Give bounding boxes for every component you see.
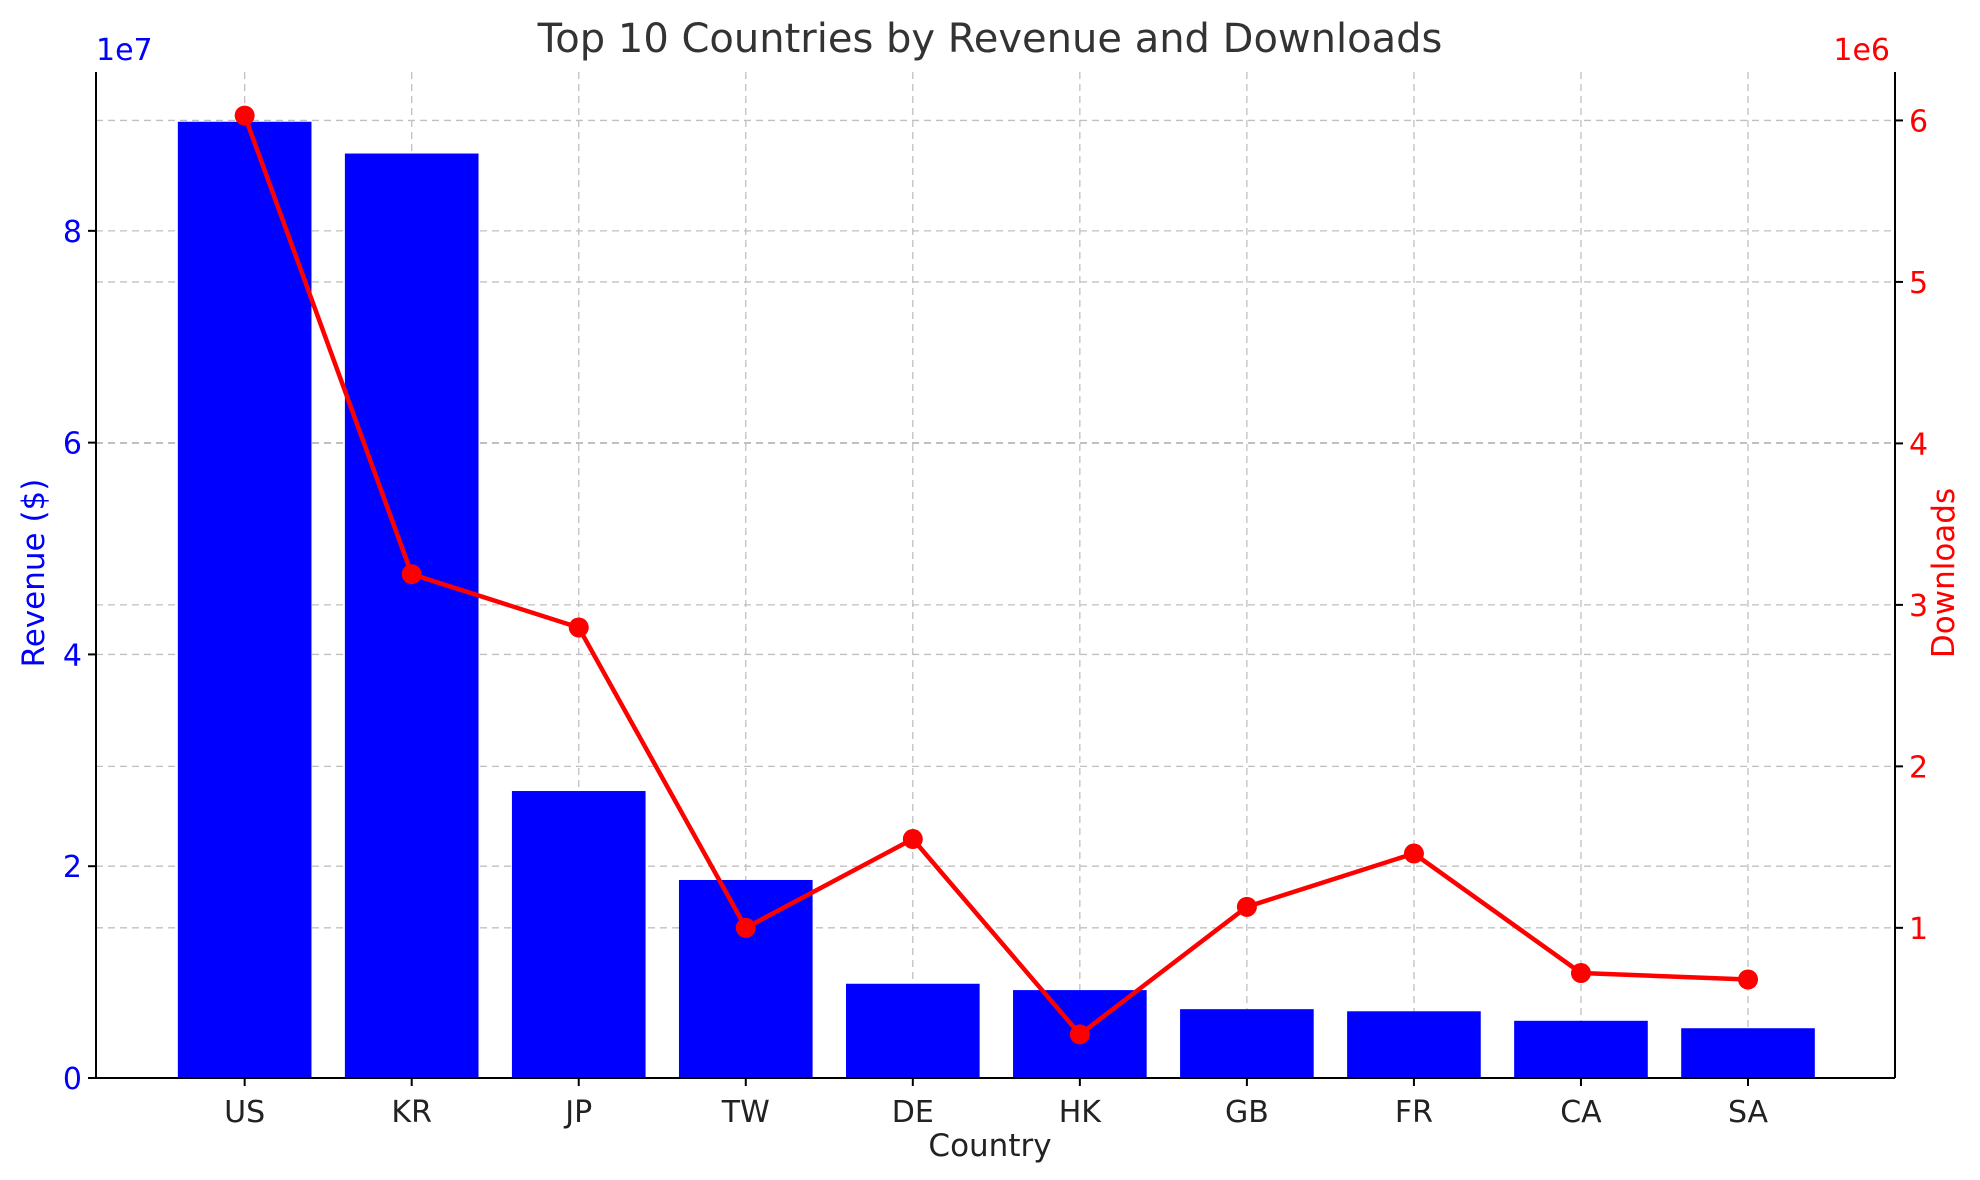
downloads-point-tw xyxy=(735,917,756,938)
x-tick-label-sa: SA xyxy=(1728,1095,1769,1130)
downloads-line xyxy=(242,114,1749,1037)
downloads-point-gb xyxy=(1236,896,1257,917)
right-tick-label: 4 xyxy=(1909,427,1928,462)
tick-labels: US KR JP TW DE HK GB FR CA SA 0 2 4 6 8 1 2 3 4 5 6 xyxy=(63,104,1928,1130)
right-axis-offset-label: 1e6 xyxy=(1833,33,1890,68)
revenue-bar-de xyxy=(846,983,980,1078)
downloads-point-fr xyxy=(1403,843,1424,864)
left-tick-label: 0 xyxy=(63,1062,82,1097)
x-tick-label-kr: KR xyxy=(391,1095,432,1130)
revenue-bar-sa xyxy=(1681,1028,1815,1078)
right-tick-label: 2 xyxy=(1909,750,1928,785)
left-tick-label: 8 xyxy=(63,215,82,250)
downloads-point-us xyxy=(234,105,255,126)
downloads-point-de xyxy=(902,829,923,850)
x-tick-label-fr: FR xyxy=(1395,1095,1433,1130)
right-tick-label: 3 xyxy=(1909,589,1928,624)
left-axis-offset-label: 1e7 xyxy=(96,33,153,68)
revenue-bar-tw xyxy=(678,879,813,1078)
chart-title: Top 10 Countries by Revenue and Download… xyxy=(537,16,1443,62)
revenue-bar-jp xyxy=(511,791,646,1078)
revenue-bar-us xyxy=(177,121,312,1079)
revenue-bar-kr xyxy=(344,153,479,1078)
downloads-point-kr xyxy=(401,564,422,585)
downloads-point-hk xyxy=(1069,1024,1090,1045)
left-tick-label: 6 xyxy=(63,427,82,462)
revenue-bar-fr xyxy=(1347,1011,1481,1078)
right-tick-label: 5 xyxy=(1909,266,1928,301)
left-tick-label: 4 xyxy=(63,638,82,673)
right-tick-label: 1 xyxy=(1909,912,1928,947)
x-tick-label-ca: CA xyxy=(1560,1095,1602,1130)
x-tick-label-jp: JP xyxy=(563,1095,592,1130)
revenue-bar-gb xyxy=(1180,1009,1314,1078)
left-tick-label: 2 xyxy=(63,850,82,885)
x-tick-label-us: US xyxy=(224,1095,265,1130)
x-axis-title: Country xyxy=(928,1128,1051,1164)
downloads-point-jp xyxy=(568,617,589,638)
x-tick-label-gb: GB xyxy=(1225,1095,1269,1130)
downloads-point-ca xyxy=(1570,963,1591,984)
right-axis-title: Downloads xyxy=(1926,488,1962,658)
left-axis-title: Revenue ($) xyxy=(16,479,52,668)
x-tick-label-de: DE xyxy=(892,1095,934,1130)
axes xyxy=(88,72,1903,1086)
x-tick-label-hk: HK xyxy=(1059,1095,1103,1130)
right-tick-label: 6 xyxy=(1909,104,1928,139)
downloads-point-sa xyxy=(1738,969,1759,990)
revenue-bars xyxy=(177,121,1815,1079)
revenue-bar-ca xyxy=(1514,1020,1648,1078)
x-tick-label-tw: TW xyxy=(721,1095,770,1130)
downloads-line-series xyxy=(234,105,1759,1045)
